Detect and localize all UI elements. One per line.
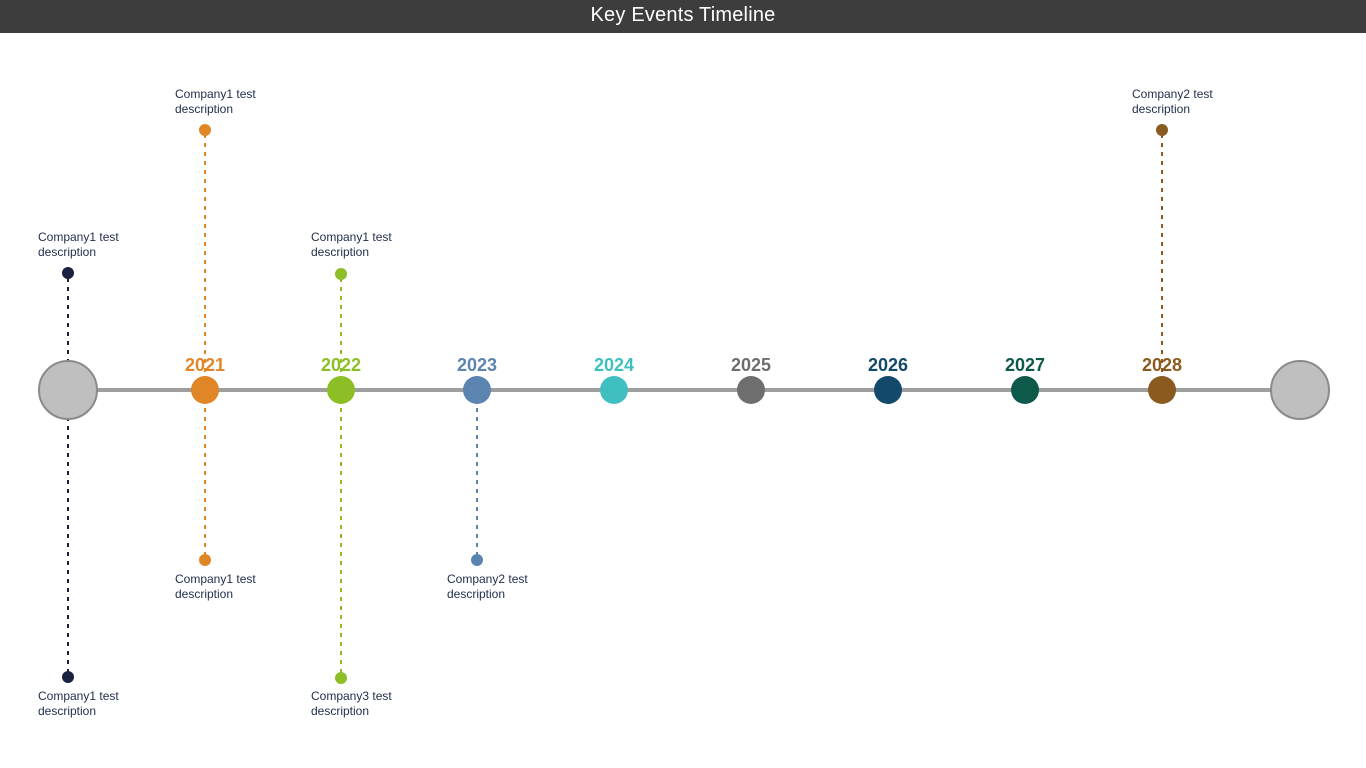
event-label: Company1 testdescription [38,689,119,719]
event-marker [199,554,211,566]
year-marker [1011,376,1039,404]
event-label-line2: description [175,587,233,601]
event-label-line2: description [38,245,96,259]
year-label: 2025 [731,355,771,376]
event-label-line1: Company3 test [311,689,392,703]
event-label: Company2 testdescription [447,572,528,602]
year-label: 2027 [1005,355,1045,376]
event-marker [1156,124,1168,136]
event-marker [335,268,347,280]
event-label: Company1 testdescription [175,572,256,602]
year-marker [600,376,628,404]
event-label-line2: description [1132,102,1190,116]
year-label: 2024 [594,355,634,376]
event-label: Company1 testdescription [311,230,392,260]
event-marker [62,267,74,279]
event-label-line2: description [175,102,233,116]
event-label-line1: Company1 test [175,572,256,586]
event-label-line1: Company2 test [1132,87,1213,101]
timeline-axis [90,388,1275,392]
event-marker [335,672,347,684]
year-marker [1148,376,1176,404]
event-label-line1: Company2 test [447,572,528,586]
event-label-line2: description [311,245,369,259]
timeline-canvas: 2021 2022 2023 2024 2025 2026 2027 2028 Company1… [0,33,1366,768]
event-label-line1: Company1 test [175,87,256,101]
year-label: 2028 [1142,355,1182,376]
event-label: Company2 testdescription [1132,87,1213,117]
event-label-line1: Company1 test [311,230,392,244]
year-label: 2022 [321,355,361,376]
event-label: Company1 testdescription [175,87,256,117]
year-label: 2026 [868,355,908,376]
event-label: Company1 testdescription [38,230,119,260]
timeline-endpoint-right [1270,360,1330,420]
year-label: 2021 [185,355,225,376]
year-marker [874,376,902,404]
year-marker [737,376,765,404]
page-title: Key Events Timeline [0,0,1366,33]
event-marker [471,554,483,566]
event-label-line1: Company1 test [38,230,119,244]
event-label-line1: Company1 test [38,689,119,703]
event-label-line2: description [38,704,96,718]
year-label: 2023 [457,355,497,376]
year-marker [327,376,355,404]
event-marker [199,124,211,136]
year-marker [463,376,491,404]
event-label-line2: description [311,704,369,718]
event-label: Company3 testdescription [311,689,392,719]
timeline-endpoint-left [38,360,98,420]
event-label-line2: description [447,587,505,601]
event-marker [62,671,74,683]
year-marker [191,376,219,404]
